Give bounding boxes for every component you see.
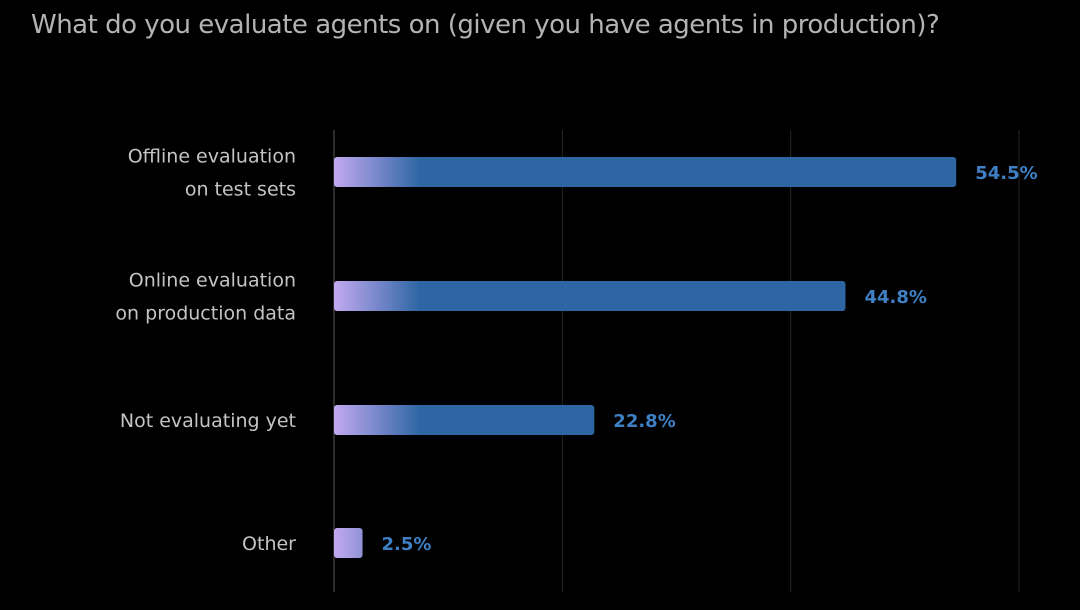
category-labels: Offline evaluation on test sets Online eva…: [115, 146, 296, 556]
bar: [334, 281, 846, 311]
value-label: 2.5%: [382, 534, 432, 555]
category-label: Not evaluating yet: [120, 410, 296, 432]
category-label-line: on production data: [115, 303, 296, 325]
bar: [334, 157, 957, 187]
category-label: Offline evaluation on test sets: [128, 146, 296, 201]
category-label-line: Not evaluating yet: [120, 410, 296, 432]
category-label-line: Offline evaluation: [128, 146, 296, 168]
bar: [334, 528, 363, 558]
value-label: 44.8%: [864, 287, 926, 308]
value-label: 54.5%: [975, 163, 1037, 184]
category-label-line: Online evaluation: [129, 270, 296, 292]
value-labels: 54.5% 44.8% 22.8% 2.5%: [382, 163, 1038, 555]
category-label-line: Other: [242, 533, 296, 555]
bar: [334, 405, 595, 435]
bars: [334, 157, 957, 558]
category-label-line: on test sets: [185, 179, 296, 201]
value-label: 22.8%: [613, 411, 675, 432]
gridlines: [333, 130, 1020, 592]
category-label: Online evaluation on production data: [115, 270, 296, 325]
chart-title: What do you evaluate agents on (given yo…: [31, 10, 940, 40]
category-label: Other: [242, 533, 296, 555]
